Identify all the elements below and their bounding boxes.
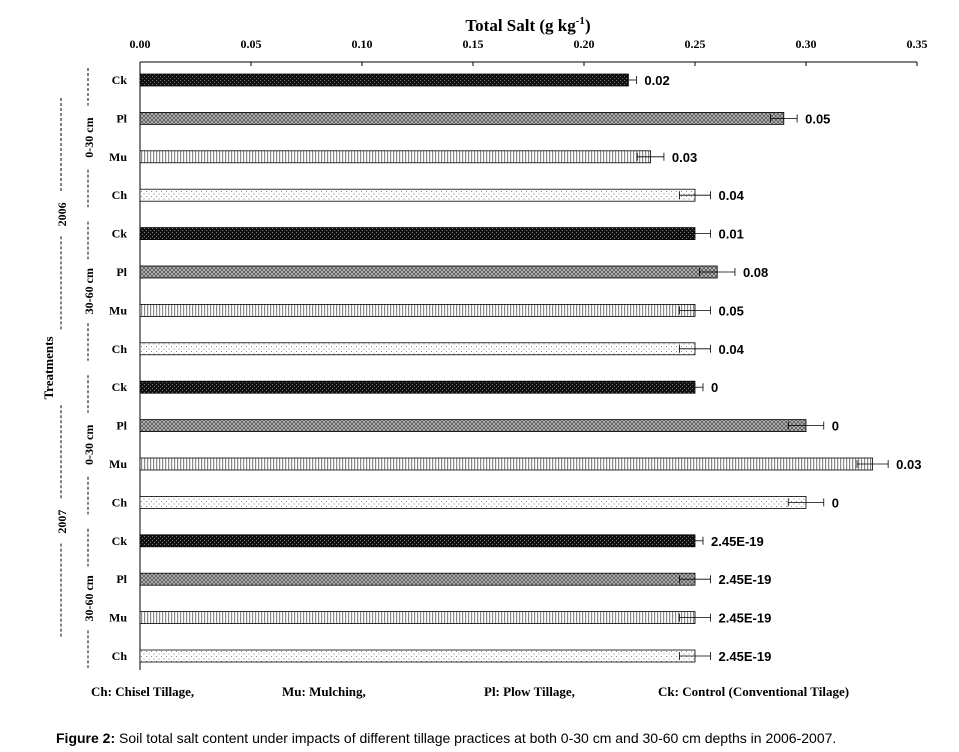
bar-pl xyxy=(139,112,785,125)
legend-item-plow: Pl: Plow Tillage, xyxy=(484,684,575,699)
x-tick-label: 0.25 xyxy=(685,37,706,51)
legend: Ch: Chisel Tillage, Mu: Mulching, Pl: Pl… xyxy=(0,684,959,708)
data-label: 2.45E-19 xyxy=(719,649,772,664)
data-label: 2.45E-19 xyxy=(711,534,764,549)
chart-title: Total Salt (g kg-1) xyxy=(465,15,590,35)
depth-label: 0-30 cm xyxy=(82,425,96,465)
bar-ch xyxy=(139,495,807,509)
year-label: 2006 xyxy=(55,202,69,226)
data-label: 0.01 xyxy=(719,227,744,242)
data-label: 0.03 xyxy=(672,150,697,165)
caption-text: Soil total salt content under impacts of… xyxy=(115,730,837,746)
data-label: 0.04 xyxy=(719,188,745,203)
y-axis-label: Treatments xyxy=(41,336,56,399)
depth-label: 0-30 cm xyxy=(82,117,96,157)
bar-ch xyxy=(139,188,696,202)
bar-mu xyxy=(139,611,696,624)
legend-item-chisel: Ch: Chisel Tillage, xyxy=(91,684,195,699)
year-label: 2007 xyxy=(55,510,69,534)
bar-pl xyxy=(139,265,718,279)
category-label: Mu xyxy=(109,611,127,625)
category-label: Ck xyxy=(112,227,128,241)
category-label: Ck xyxy=(112,534,128,548)
x-tick-label: 0.00 xyxy=(130,37,151,51)
data-label: 0 xyxy=(832,495,839,510)
data-label: 0 xyxy=(711,380,718,395)
data-label: 0.05 xyxy=(805,111,830,126)
bar-ck xyxy=(139,534,696,548)
data-label: 2.45E-19 xyxy=(719,611,772,626)
bar-ch xyxy=(139,649,696,663)
x-tick-label: 0.05 xyxy=(241,37,262,51)
data-label: 0.08 xyxy=(743,265,768,280)
group-labels: 0-30 cm 30-60 cm 2006 0-30 cm 30-60 cm 2007 xyxy=(55,68,96,668)
category-label: Mu xyxy=(109,457,127,471)
bar-mu xyxy=(139,150,652,164)
depth-label: 30-60 cm xyxy=(82,575,96,621)
bars-layer: 0.02 Ck 0.05 Pl 0.03 Mu 0.04 Ch 0.01 Ck 0.08 Pl 0.05… xyxy=(109,73,921,664)
bar-ck xyxy=(139,227,696,241)
bar-ck xyxy=(139,380,696,394)
category-label: Pl xyxy=(116,265,127,279)
bar-pl xyxy=(139,572,696,586)
x-tick-label: 0.10 xyxy=(352,37,373,51)
category-label: Ch xyxy=(112,495,128,509)
category-label: Ck xyxy=(112,380,128,394)
x-tick-label: 0.15 xyxy=(463,37,484,51)
legend-item-mulching: Mu: Mulching, xyxy=(282,684,366,699)
chart-title-superscript: -1 xyxy=(576,15,585,27)
category-label: Ch xyxy=(112,649,128,663)
category-label: Pl xyxy=(116,419,127,433)
data-label: 0.02 xyxy=(644,73,669,88)
depth-label: 30-60 cm xyxy=(82,268,96,314)
x-tick-label: 0.20 xyxy=(574,37,595,51)
category-label: Ck xyxy=(112,73,128,87)
data-label: 0.04 xyxy=(719,342,745,357)
figure-caption: Figure 2: Soil total salt content under … xyxy=(56,730,956,746)
x-tick-label: 0.30 xyxy=(796,37,817,51)
caption-label: Figure 2: xyxy=(56,730,116,746)
bar-mu xyxy=(139,303,696,317)
legend-item-control: Ck: Control (Conventional Tilage) xyxy=(658,684,850,699)
category-label: Pl xyxy=(116,572,127,586)
bar-ck xyxy=(139,73,629,87)
category-label: Ch xyxy=(112,342,128,356)
data-label: 0.05 xyxy=(719,303,744,318)
bar-ch xyxy=(139,342,696,356)
category-label: Mu xyxy=(109,303,127,317)
category-label: Mu xyxy=(109,150,127,164)
bar-pl xyxy=(139,419,807,433)
bar-mu xyxy=(139,457,873,471)
data-label: 2.45E-19 xyxy=(719,572,772,587)
category-label: Ch xyxy=(112,188,128,202)
x-axis xyxy=(139,61,917,670)
x-tick-label: 0.35 xyxy=(907,37,928,51)
data-label: 0 xyxy=(832,419,839,434)
x-tick-labels: 0.00 0.05 0.10 0.15 0.20 0.25 0.30 0.35 xyxy=(130,37,928,66)
category-label: Pl xyxy=(116,111,127,125)
data-label: 0.03 xyxy=(896,457,921,472)
